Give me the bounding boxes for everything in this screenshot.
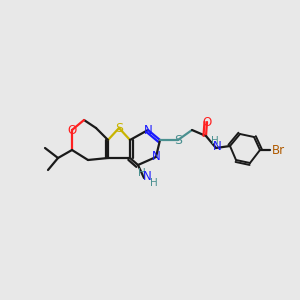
Text: O: O [202, 116, 211, 128]
Text: Br: Br [272, 143, 285, 157]
Text: S: S [174, 134, 182, 146]
Text: H: H [150, 178, 158, 188]
Text: N: N [142, 170, 152, 184]
Text: H: H [211, 136, 219, 146]
Text: H: H [138, 168, 146, 178]
Text: O: O [68, 124, 76, 136]
Text: N: N [144, 124, 152, 136]
Text: N: N [213, 140, 221, 154]
Text: S: S [115, 122, 123, 134]
Text: N: N [152, 151, 160, 164]
